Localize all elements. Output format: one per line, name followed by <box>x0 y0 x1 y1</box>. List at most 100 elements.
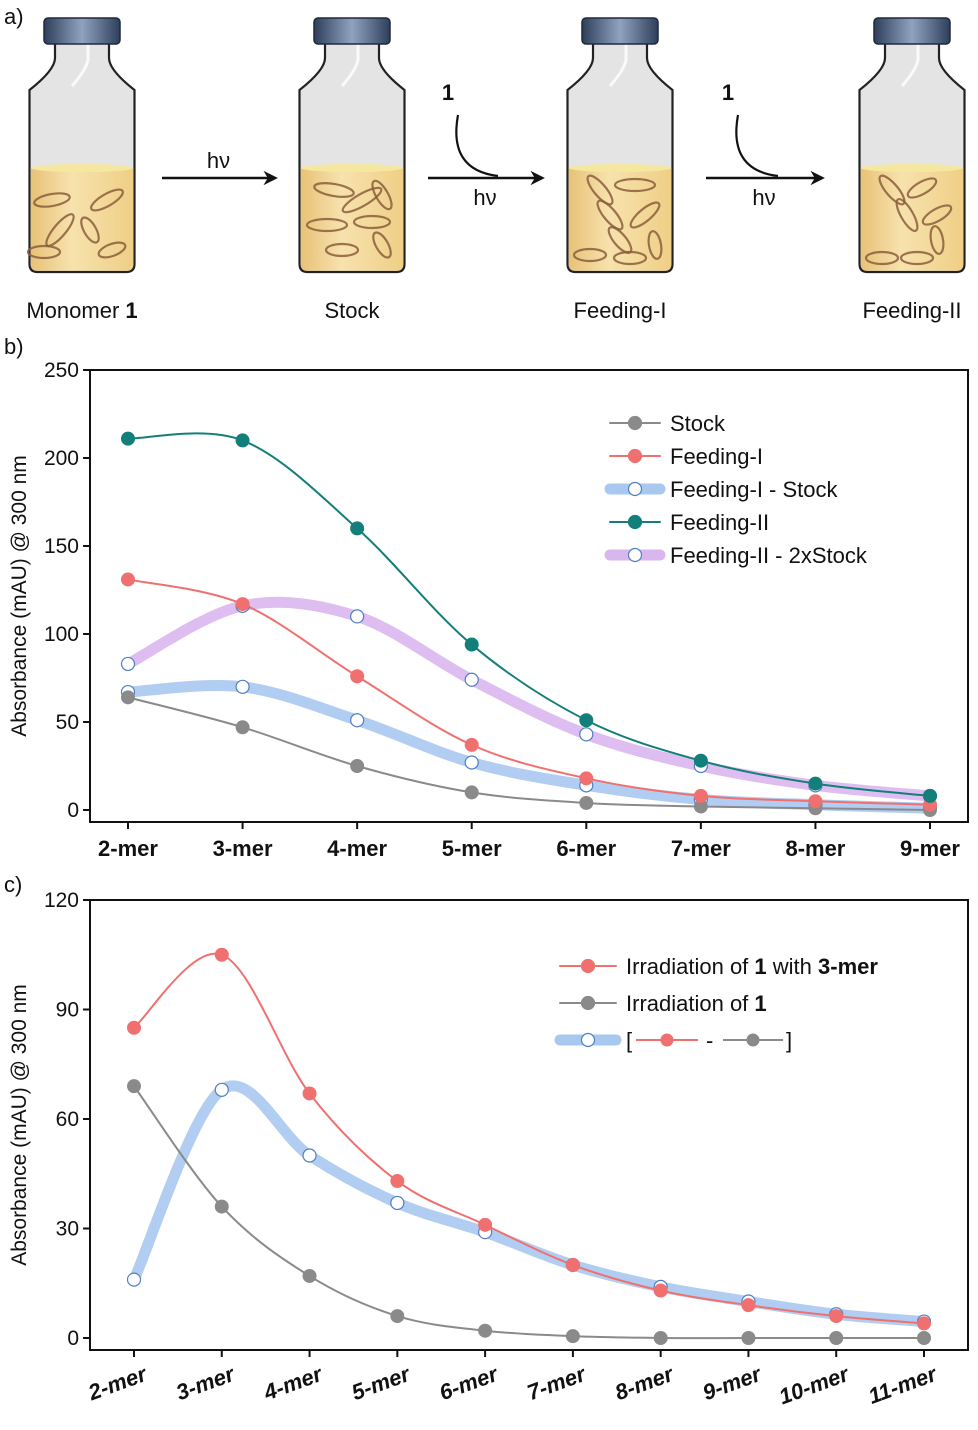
legend-swatch-marker <box>580 958 596 974</box>
x-tick-label: 5-mer <box>442 836 502 861</box>
series-markers <box>126 1082 932 1329</box>
particle-ellipse <box>647 230 663 260</box>
series-line <box>127 696 931 811</box>
data-point <box>350 713 365 728</box>
series-line <box>133 952 925 1325</box>
vial-label: Feeding-II <box>862 298 961 323</box>
x-tick-label: 3-mer <box>173 1361 239 1405</box>
data-point <box>653 1283 668 1298</box>
data-point <box>917 1331 931 1345</box>
data-point <box>214 947 229 962</box>
data-point <box>127 1020 141 1035</box>
data-point <box>917 1316 931 1331</box>
legend-label: Feeding-II - 2xStock <box>670 543 868 568</box>
particle-ellipse <box>586 174 614 206</box>
data-point <box>829 1309 844 1324</box>
chart-b: 0 50 100 150 200 250 2-mer 3-mer 4-mer 5-mer 6-mer… <box>8 359 969 861</box>
x-tick-label: 9-mer <box>699 1361 765 1405</box>
series-markers <box>121 431 937 803</box>
legend-label: Feeding-I - Stock <box>670 477 839 502</box>
data-point <box>829 1331 844 1345</box>
data-point <box>235 433 250 448</box>
data-point <box>565 1258 580 1272</box>
particle-ellipse <box>906 177 938 199</box>
data-point <box>808 776 823 791</box>
particle-ellipse <box>612 250 648 266</box>
x-tick-label: 7-mer <box>524 1361 590 1405</box>
data-point <box>214 1082 229 1097</box>
series-line <box>122 679 936 814</box>
data-point <box>350 759 365 773</box>
x-tick-label: 8-mer <box>785 836 845 861</box>
data-point <box>693 753 708 768</box>
data-point <box>121 572 135 587</box>
glass-highlight <box>608 44 628 87</box>
vial-label: Stock <box>324 298 380 323</box>
vial-label: Monomer 1 <box>26 298 137 323</box>
vial-label: Feeding-I <box>574 298 667 323</box>
y-tick-label: 60 <box>56 1108 79 1131</box>
series-stock <box>127 696 931 811</box>
legend-swatch-marker <box>627 514 643 530</box>
series-line <box>127 432 931 797</box>
legend-swatch-marker <box>627 448 643 464</box>
data-point <box>127 1079 141 1094</box>
glass-highlight <box>900 44 920 87</box>
data-point <box>579 795 594 810</box>
liquid-surface <box>568 164 672 172</box>
series-markers <box>127 947 931 1331</box>
data-point <box>653 1331 668 1345</box>
data-point <box>302 1148 317 1163</box>
y-axis-title: Absorbance (mAU) @ 300 nm <box>8 984 31 1266</box>
data-point <box>741 1298 756 1313</box>
vial-3: Feeding-I <box>566 17 674 323</box>
vials-row: Monomer 1 Stock Feeding-I Feeding-II <box>26 17 966 323</box>
data-point <box>302 1268 317 1283</box>
particle-ellipse <box>921 204 953 226</box>
series-markers <box>127 1079 931 1345</box>
glass-highlight <box>70 44 90 87</box>
panel-c-letter: c) <box>4 872 22 897</box>
arrow-label-hv: hν <box>473 185 496 210</box>
vial-liquid <box>860 168 964 271</box>
data-point <box>126 1272 142 1287</box>
particle-ellipse <box>613 177 657 193</box>
x-tick-label: 4-mer <box>259 1361 326 1406</box>
particle-ellipse <box>929 225 945 255</box>
data-point <box>390 1195 405 1211</box>
particle-ellipse <box>26 244 62 260</box>
data-point <box>464 785 479 800</box>
vial-cap <box>313 17 391 45</box>
reagent-curve <box>735 114 779 178</box>
reagent-curve <box>455 114 499 178</box>
y-tick-label: 0 <box>67 799 79 822</box>
legend-bracket-open: [ <box>626 1028 632 1053</box>
particle-ellipse <box>629 201 661 229</box>
y-tick-label: 30 <box>56 1218 79 1241</box>
data-point <box>693 788 708 803</box>
series-irradiation-of-1-with-3-mer <box>133 952 925 1325</box>
vial-1: Monomer 1 <box>26 17 138 323</box>
data-point <box>121 431 135 446</box>
panel-b-letter: b) <box>4 334 24 359</box>
series-- <box>128 1080 930 1328</box>
data-point <box>235 597 250 612</box>
particle-ellipse <box>305 217 349 233</box>
vial-4: Feeding-II <box>858 17 966 323</box>
particle-ellipse <box>313 182 355 198</box>
data-point <box>350 609 365 624</box>
data-point <box>579 771 594 786</box>
x-tick-label: 9-mer <box>900 836 960 861</box>
x-tick-label: 10-mer <box>776 1361 854 1410</box>
data-point <box>464 755 479 770</box>
liquid-surface <box>860 164 964 172</box>
y-tick-label: 100 <box>44 623 79 646</box>
legend-swatch-marker <box>580 1032 596 1048</box>
series-feeding-ii <box>127 432 931 797</box>
series-line <box>127 578 931 806</box>
y-tick-label: 90 <box>56 999 79 1022</box>
legend-swatch-marker <box>580 995 596 1011</box>
reaction-arrow-1: hν <box>162 148 278 186</box>
data-point <box>741 1331 756 1345</box>
reaction-arrows: hν hν 1 hν 1 <box>162 80 825 210</box>
